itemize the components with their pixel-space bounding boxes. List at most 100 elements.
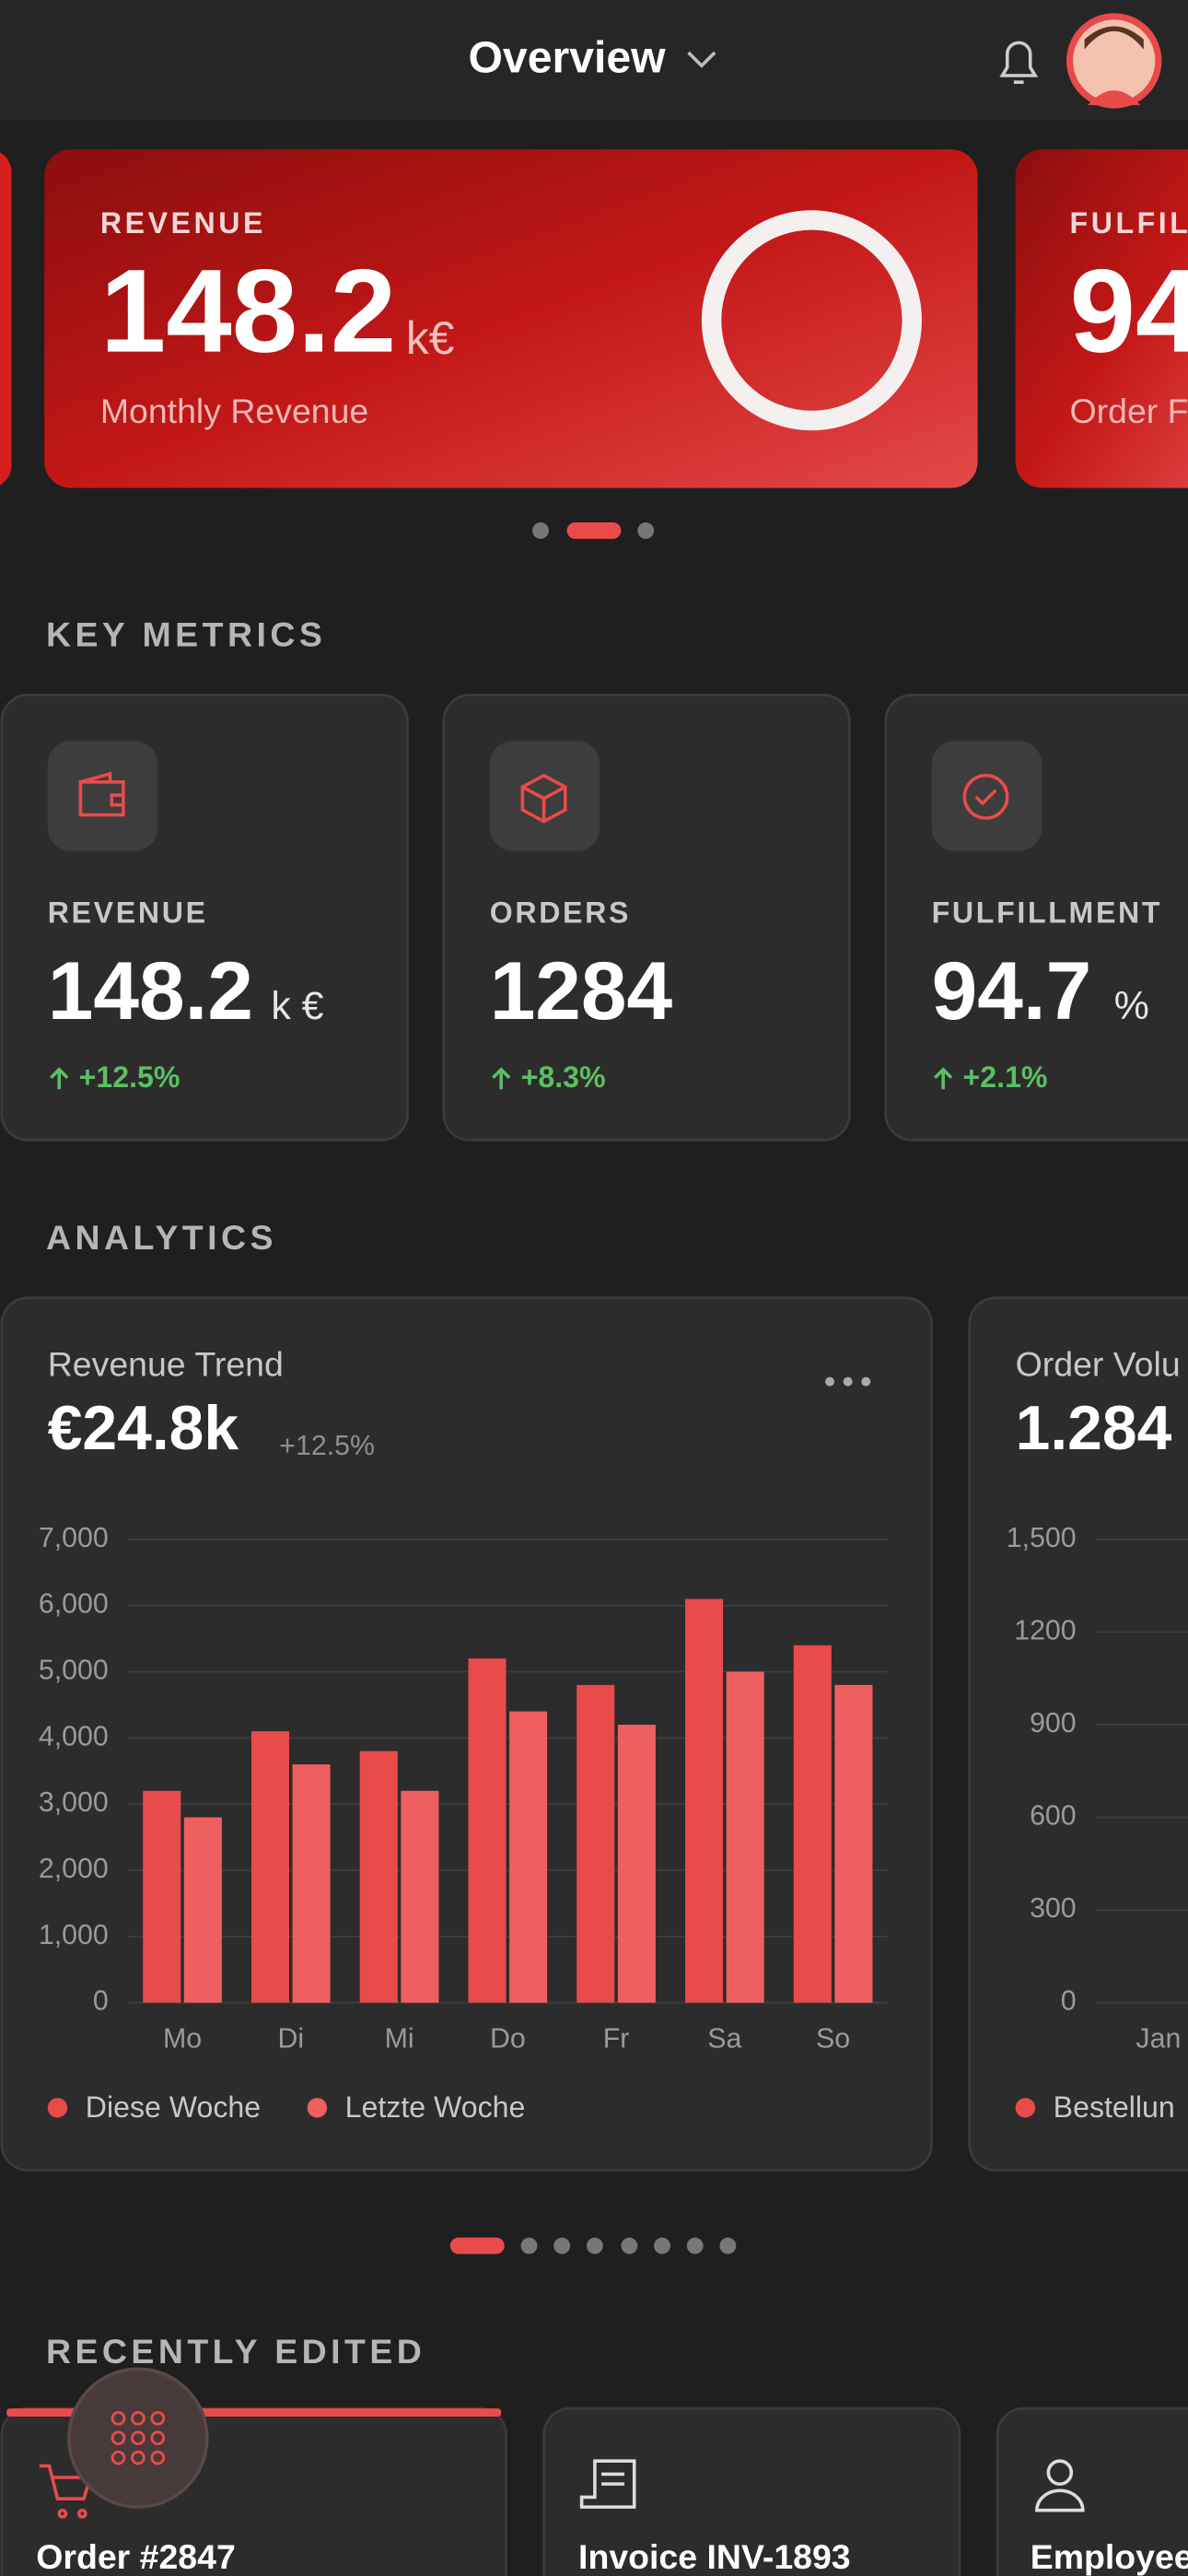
hero-unit: k€ <box>406 312 455 364</box>
legend-dot <box>47 2098 68 2118</box>
metric-label: FULFILLMENT <box>932 896 1163 930</box>
metric-change: +2.1% <box>963 1060 1048 1094</box>
y-tick-label: 7,000 <box>39 1523 109 1553</box>
avatar-shirt <box>1088 90 1141 106</box>
metric-card[interactable]: FULFILLMENT 94.7 % +2.1% <box>884 693 1188 1142</box>
metric-label: REVENUE <box>48 896 208 930</box>
bar <box>359 1751 398 2003</box>
page-dot[interactable] <box>637 522 655 539</box>
x-tick-label: Mo <box>163 2024 202 2055</box>
icon-box <box>489 741 600 851</box>
chart-title: Revenue Trend <box>48 1344 284 1383</box>
bar <box>685 1598 724 2003</box>
legend-label: Letzte Woche <box>345 2090 526 2124</box>
page-dot-active[interactable] <box>566 522 622 539</box>
chart-card-clip: Order Volu 1.284 030060090012001,500Jan … <box>1007 1344 1188 2124</box>
fab-dot <box>150 2410 166 2426</box>
fab-dot <box>111 2410 126 2426</box>
bar <box>793 1645 832 2003</box>
fab-dot <box>150 2450 166 2465</box>
x-tick-label: So <box>816 2024 850 2055</box>
metric-card[interactable]: ORDERS 1284 +8.3% <box>442 693 851 1142</box>
metric-change: +12.5% <box>79 1060 181 1094</box>
metric-label: ORDERS <box>490 896 631 930</box>
legend-label: Diese Woche <box>86 2090 261 2124</box>
hero-caption: Monthly Revenue <box>100 392 368 430</box>
chart-change: +12.5% <box>279 1431 375 1461</box>
dot <box>843 1376 853 1387</box>
metric-card[interactable]: REVENUE 148.2 k € +12.5% <box>0 693 409 1142</box>
bar <box>292 1764 331 2003</box>
recent-card[interactable] <box>996 2406 1188 2576</box>
bell-icon[interactable] <box>999 41 1039 84</box>
y-tick-label: 600 <box>1030 1801 1077 1832</box>
page-dot[interactable] <box>532 522 549 539</box>
page-dot <box>621 2237 638 2254</box>
y-tick-label: 0 <box>1061 1986 1077 2017</box>
more-button[interactable] <box>825 1376 871 1387</box>
hero-caption: Order F <box>1070 392 1188 430</box>
metric-change: +8.3% <box>521 1060 606 1094</box>
y-tick-label: 900 <box>1030 1708 1077 1739</box>
page-dot <box>686 2237 704 2254</box>
fab-dot <box>131 2430 146 2446</box>
y-tick-label: 1200 <box>1014 1615 1076 1645</box>
hero-card-prev[interactable] <box>0 149 12 487</box>
up-arrow <box>933 1067 953 1090</box>
metric-unit: % <box>1114 984 1149 1028</box>
bar <box>250 1731 290 2003</box>
legend-dot <box>1015 2098 1036 2118</box>
fab-dot <box>150 2430 166 2446</box>
metric-value: 1284 <box>490 944 673 1036</box>
bar <box>143 1790 181 2003</box>
dot <box>825 1376 835 1387</box>
bar <box>726 1671 764 2003</box>
x-tick-label: Do <box>490 2024 526 2055</box>
page-dot-active[interactable] <box>449 2237 505 2254</box>
bar-chart: 0 1,000 2,000 3,000 4,000 5,000 6,000 7,000 Mo Di… <box>39 1523 888 2055</box>
hero-label: REVENUE <box>100 206 266 240</box>
wallet-icon <box>78 771 125 817</box>
bar <box>577 1684 615 2003</box>
recent-title: Employee <box>1031 2537 1188 2576</box>
hero-value: 148.2 <box>100 246 396 378</box>
header-title[interactable]: Overview <box>468 33 666 83</box>
x-tick-label: Di <box>277 2024 304 2055</box>
recent-title: Order #2847 <box>36 2537 236 2576</box>
metric-value: 148.2 <box>48 944 253 1036</box>
x-tick-label: Sa <box>707 2024 741 2055</box>
section-title: ANALYTICS <box>46 1218 277 1257</box>
fab-icon <box>111 2410 166 2465</box>
y-tick-label: 5,000 <box>39 1656 109 1686</box>
page-dot <box>520 2237 538 2254</box>
page-dot <box>719 2237 737 2254</box>
chart-title: Order Volu <box>1016 1344 1181 1383</box>
hero-value: 94 <box>1070 246 1188 378</box>
fab[interactable] <box>67 2367 209 2509</box>
box-icon <box>520 773 567 824</box>
avatar-hair <box>1084 26 1144 50</box>
chevron[interactable] <box>687 51 716 68</box>
pagination <box>520 2237 737 2254</box>
dot <box>861 1376 871 1387</box>
hero-ring <box>701 210 922 431</box>
chart-card[interactable] <box>968 1296 1188 2172</box>
icon-box <box>47 741 158 851</box>
section-title: RECENTLY EDITED <box>46 2332 425 2371</box>
x-tick-label: Mi <box>385 2024 414 2055</box>
y-tick-label: 1,500 <box>1007 1523 1077 1553</box>
metric-value: 94.7 <box>932 944 1092 1036</box>
fab-dot <box>111 2430 126 2446</box>
x-tick-label: Jan <box>1136 2024 1181 2055</box>
recent-card[interactable] <box>542 2406 961 2576</box>
bar <box>509 1711 548 2003</box>
page-dot <box>586 2237 603 2254</box>
y-tick-label: 300 <box>1030 1893 1077 1924</box>
receipt-icon <box>579 2459 636 2509</box>
hero-card-next[interactable] <box>1015 149 1188 488</box>
up-arrow <box>492 1067 511 1090</box>
y-tick-label: 0 <box>93 1986 109 2017</box>
chart-headline: 1.284 <box>1016 1394 1172 1463</box>
